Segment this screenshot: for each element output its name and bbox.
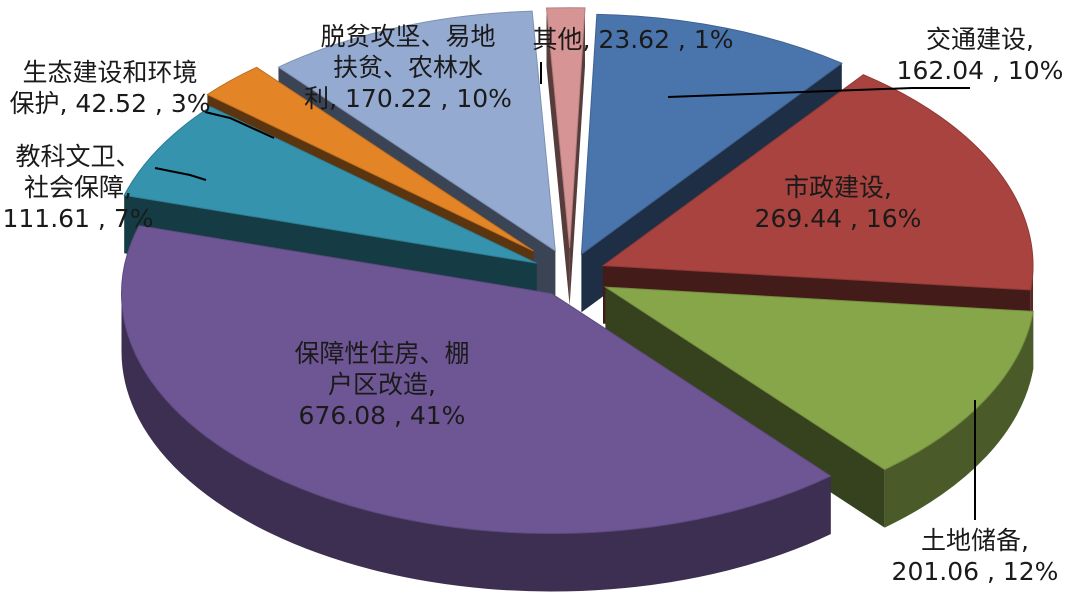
pie-slice-side	[884, 311, 1034, 528]
data-label-3: 土地储备, 201.06 , 12%	[892, 526, 1059, 586]
pie-slice-5	[123, 106, 537, 264]
pie-slice-1	[580, 13, 843, 256]
pie-slice-2	[601, 74, 1034, 291]
pie-slice-wall	[569, 7, 586, 306]
data-label-8: 其他, 23.62 , 1%	[533, 25, 734, 54]
pie-slice-7	[277, 10, 556, 252]
data-label-1: 交通建设, 162.04 , 10%	[897, 25, 1064, 85]
pie-slice-side	[121, 293, 831, 592]
data-label-7: 脱贫攻坚、易地扶贫、农林水利, 170.22 , 10%	[304, 22, 512, 113]
pie-slice-wall	[546, 8, 570, 306]
data-label-5: 教科文卫、社会保障, 111.61 , 7%	[3, 142, 154, 233]
pie-slice-3	[603, 286, 1034, 471]
data-label-6: 生态建设和环境保护, 42.52 , 3%	[10, 58, 211, 118]
leader-line	[667, 87, 970, 98]
data-label-2: 市政建设, 269.44 , 16%	[755, 173, 922, 233]
pie-slice-8	[545, 7, 586, 248]
pie-slice-6	[206, 66, 534, 252]
leader-line	[204, 111, 275, 139]
data-label-4: 保障性住房、棚户区改造, 676.08 , 41%	[294, 339, 469, 430]
pie-slice-4	[121, 225, 832, 535]
leader-line	[154, 167, 207, 181]
